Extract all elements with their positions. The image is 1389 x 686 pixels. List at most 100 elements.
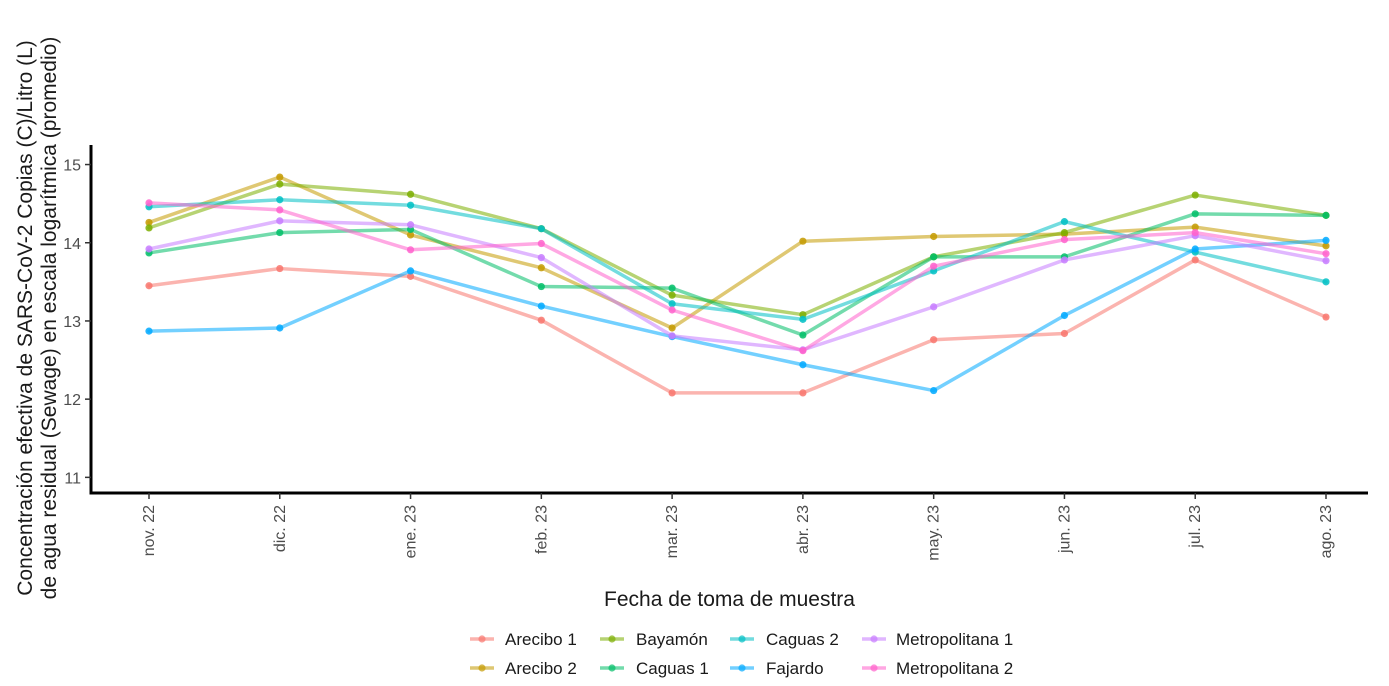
data-point-arecibo-1-2 — [406, 272, 415, 280]
legend: Arecibo 1 Arecibo 2 Bayamón Caguas 1 Caguas … — [470, 630, 1013, 678]
legend-label-metropolitana-1: Metropolitana 1 — [896, 630, 1013, 649]
x-tick-label-2: ene. 23 — [403, 505, 420, 558]
x-tick-label-0: nov. 22 — [141, 505, 158, 556]
series-points-arecibo-1 — [145, 256, 1330, 397]
series-line-arecibo-2 — [147, 175, 1328, 330]
x-tick-label-5: abr. 23 — [795, 505, 812, 554]
data-point-caguas-1-8 — [1191, 210, 1199, 218]
data-point-metropolitana-2-3 — [537, 239, 545, 248]
data-point-metropolitana-2-6 — [930, 262, 938, 270]
data-point-bayamón-2 — [406, 190, 415, 198]
x-tick-label-9: ago. 23 — [1318, 505, 1335, 558]
data-point-metropolitana-1-1 — [276, 217, 284, 225]
x-tick-label-1: dic. 22 — [272, 505, 289, 552]
legend-label-arecibo-1: Arecibo 1 — [505, 630, 577, 649]
data-point-metropolitana-1-3 — [537, 254, 545, 262]
legend-key-point-caguas-2 — [738, 635, 746, 643]
data-point-arecibo-1-8 — [1191, 256, 1199, 264]
legend-key-point-arecibo-2 — [478, 664, 486, 672]
data-point-fajardo-5 — [799, 361, 807, 369]
data-point-arecibo-2-5 — [799, 237, 807, 245]
legend-key-point-bayamón — [608, 635, 616, 643]
series-caguas-2 — [147, 197, 1328, 322]
data-point-arecibo-1-0 — [145, 282, 153, 290]
data-point-metropolitana-1-6 — [930, 303, 938, 311]
data-point-fajardo-8 — [1191, 245, 1199, 253]
data-point-metropolitana-1-4 — [668, 332, 676, 340]
series-layer — [145, 173, 1330, 397]
data-point-bayamón-8 — [1191, 191, 1199, 199]
data-point-fajardo-9 — [1322, 236, 1330, 245]
data-point-caguas-1-6 — [930, 253, 938, 261]
y-tick-label-0: 11 — [64, 470, 81, 487]
data-point-caguas-1-4 — [668, 284, 676, 292]
legend-item-arecibo-1: Arecibo 1 — [470, 630, 577, 649]
data-point-metropolitana-2-7 — [1060, 236, 1069, 244]
data-point-metropolitana-2-2 — [406, 246, 415, 254]
series-bayamón — [147, 182, 1328, 317]
data-point-arecibo-1-1 — [276, 264, 284, 273]
axes: 11 12 13 14 15 nov. 22 dic. 22 ene. 23 feb. 23 ma… — [63, 145, 1368, 561]
data-point-caguas-1-1 — [276, 228, 284, 237]
series-points-fajardo — [145, 236, 1330, 395]
data-point-fajardo-0 — [145, 327, 153, 335]
data-point-metropolitana-1-7 — [1060, 256, 1069, 264]
data-point-fajardo-2 — [406, 267, 415, 275]
y-tick-label-4: 15 — [63, 158, 81, 175]
series-line-bayamón — [147, 182, 1328, 317]
data-point-arecibo-1-5 — [799, 389, 807, 397]
data-point-arecibo-2-3 — [537, 264, 545, 272]
data-point-arecibo-2-0 — [145, 218, 153, 227]
legend-item-metropolitana-2: Metropolitana 2 — [862, 659, 1013, 678]
data-point-bayamón-4 — [668, 291, 676, 299]
data-point-bayamón-0 — [145, 224, 153, 232]
data-point-metropolitana-2-8 — [1191, 228, 1199, 237]
legend-label-caguas-2: Caguas 2 — [766, 630, 839, 649]
series-metropolitana-2 — [147, 201, 1328, 353]
x-tick-label-4: mar. 23 — [664, 505, 681, 558]
series-line-caguas-1 — [147, 212, 1328, 337]
data-point-fajardo-1 — [276, 324, 284, 332]
data-point-arecibo-2-1 — [276, 173, 284, 181]
data-point-arecibo-2-4 — [668, 324, 676, 332]
series-line-caguas-2 — [147, 197, 1328, 322]
data-point-bayamón-7 — [1060, 228, 1069, 237]
legend-item-caguas-1: Caguas 1 — [600, 659, 709, 678]
data-point-bayamón-1 — [276, 180, 284, 188]
series-points-caguas-1 — [145, 210, 1330, 339]
data-point-caguas-1-3 — [537, 282, 545, 291]
y-axis-title-line-1: Concentración efectiva de SARS-CoV-2 Cop… — [14, 40, 37, 596]
legend-key-point-fajardo — [738, 664, 746, 672]
data-point-caguas-1-9 — [1322, 211, 1330, 219]
data-point-arecibo-2-8 — [1191, 223, 1199, 231]
data-point-caguas-2-1 — [276, 196, 284, 204]
legend-item-metropolitana-1: Metropolitana 1 — [862, 630, 1013, 649]
data-point-metropolitana-1-0 — [145, 245, 153, 253]
data-point-arecibo-2-9 — [1322, 242, 1330, 250]
legend-key-point-caguas-1 — [608, 664, 616, 672]
legend-key-point-metropolitana-2 — [870, 664, 878, 672]
data-point-arecibo-2-6 — [930, 232, 938, 241]
data-point-arecibo-1-3 — [537, 316, 545, 324]
legend-label-bayamón: Bayamón — [636, 630, 708, 649]
series-line-arecibo-1 — [147, 258, 1328, 395]
data-point-fajardo-3 — [537, 302, 545, 310]
series-line-metropolitana-1 — [147, 219, 1328, 352]
legend-item-fajardo: Fajardo — [730, 659, 824, 678]
data-point-arecibo-1-9 — [1322, 313, 1330, 321]
data-point-caguas-2-7 — [1060, 218, 1069, 226]
data-point-metropolitana-2-0 — [145, 199, 153, 207]
y-tick-label-2: 13 — [63, 314, 81, 331]
x-tick-label-7: jun. 23 — [1056, 505, 1073, 554]
series-line-fajardo — [147, 238, 1328, 393]
data-point-caguas-2-2 — [406, 201, 415, 209]
x-tick-label-6: may. 23 — [926, 505, 943, 561]
series-fajardo — [147, 238, 1328, 393]
axis-titles: Fecha de toma de muestra Concentración e… — [14, 37, 855, 611]
legend-item-caguas-2: Caguas 2 — [730, 630, 839, 649]
legend-key-point-arecibo-1 — [478, 635, 486, 643]
series-arecibo-2 — [147, 175, 1328, 330]
data-point-fajardo-7 — [1060, 311, 1069, 320]
